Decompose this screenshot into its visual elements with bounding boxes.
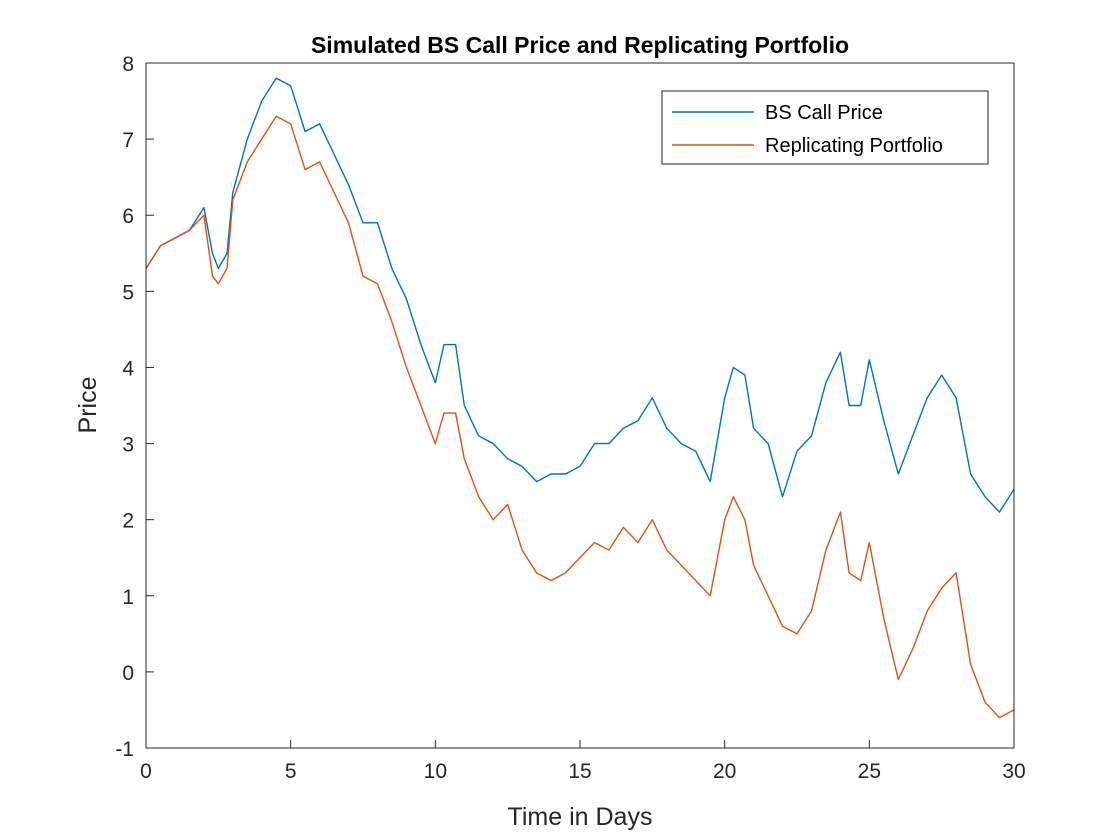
x-tick-label: 20 bbox=[713, 760, 736, 783]
y-tick-label: 3 bbox=[122, 434, 134, 457]
ticks-layer: 0 5 10 15 20 25 30 -1 0 1 2 3 4 5 6 7 8 bbox=[115, 53, 1025, 783]
x-tick-label: 15 bbox=[568, 760, 591, 783]
y-tick-label: 1 bbox=[122, 586, 134, 609]
legend-label-replicating-portfolio: Replicating Portfolio bbox=[765, 135, 943, 157]
legend-label-bs-call-price: BS Call Price bbox=[765, 102, 883, 124]
y-tick-label: 4 bbox=[122, 357, 134, 380]
x-tick-label: 10 bbox=[424, 760, 447, 783]
chart-title: Simulated BS Call Price and Replicating … bbox=[311, 32, 849, 58]
legend: BS Call Price Replicating Portfolio bbox=[661, 90, 989, 165]
x-tick-label: 0 bbox=[140, 760, 152, 783]
x-tick-label: 5 bbox=[285, 760, 297, 783]
x-tick-label: 30 bbox=[1002, 760, 1025, 783]
legend-box bbox=[661, 90, 989, 165]
y-tick-label: -1 bbox=[115, 738, 134, 761]
y-tick-label: 5 bbox=[122, 281, 134, 304]
y-tick-label: 8 bbox=[122, 53, 134, 76]
x-tick-label: 25 bbox=[858, 760, 881, 783]
y-axis-label: Price bbox=[74, 377, 102, 434]
y-tick-label: 7 bbox=[122, 129, 134, 152]
x-axis-label: Time in Days bbox=[508, 803, 653, 831]
plot-area bbox=[145, 77, 1015, 719]
series-line-bs-call-price bbox=[145, 77, 1015, 513]
series-line-replicating-portfolio bbox=[145, 115, 1015, 719]
y-tick-label: 0 bbox=[122, 662, 134, 685]
axes-box bbox=[145, 62, 1015, 749]
y-tick-label: 2 bbox=[122, 510, 134, 533]
y-tick-label: 6 bbox=[122, 205, 134, 228]
